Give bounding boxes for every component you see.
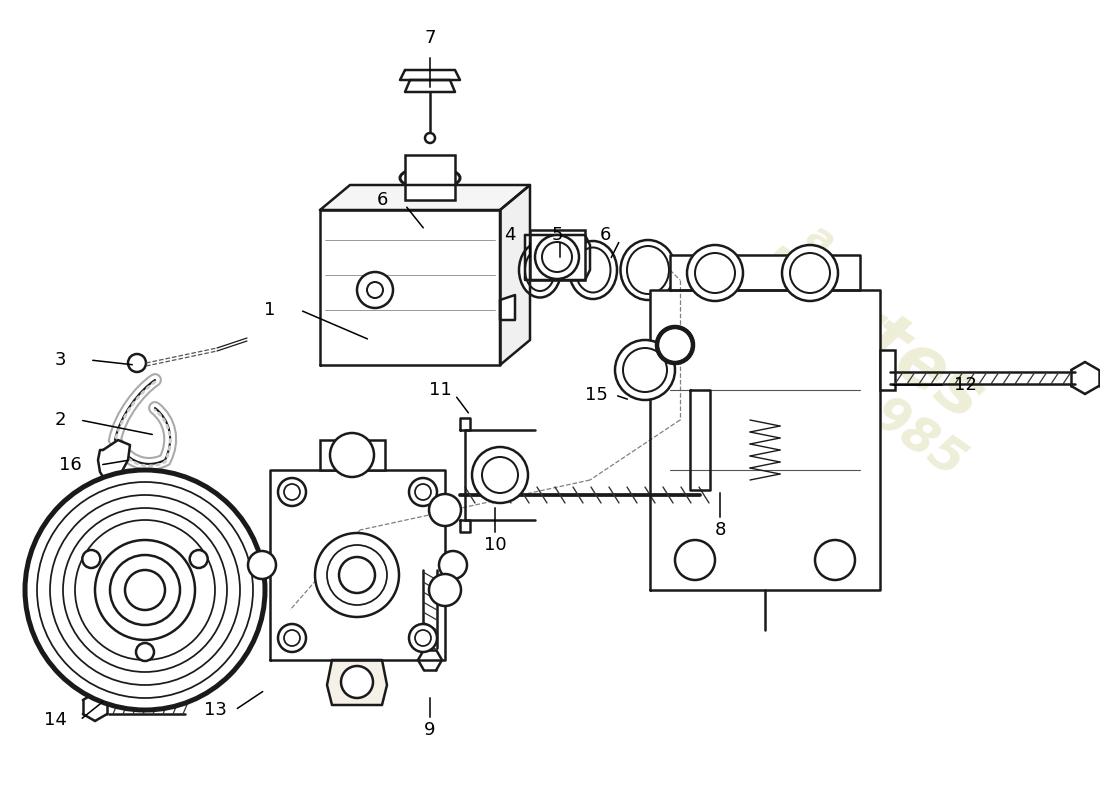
Polygon shape <box>320 185 530 210</box>
Polygon shape <box>405 80 455 92</box>
Polygon shape <box>92 480 110 512</box>
Text: 9: 9 <box>425 721 436 739</box>
Circle shape <box>330 433 374 477</box>
Ellipse shape <box>620 240 675 300</box>
Circle shape <box>95 540 195 640</box>
Bar <box>320 440 385 470</box>
Circle shape <box>82 550 100 568</box>
Text: 7: 7 <box>425 29 436 47</box>
Circle shape <box>675 540 715 580</box>
Circle shape <box>278 478 306 506</box>
Text: 4: 4 <box>504 226 516 244</box>
Text: 2: 2 <box>54 411 66 429</box>
Polygon shape <box>460 418 470 430</box>
Circle shape <box>688 245 742 301</box>
Circle shape <box>341 666 373 698</box>
Polygon shape <box>270 470 446 660</box>
Circle shape <box>409 624 437 652</box>
Ellipse shape <box>519 242 561 298</box>
Circle shape <box>615 340 675 400</box>
Circle shape <box>136 643 154 661</box>
Circle shape <box>358 272 393 308</box>
Polygon shape <box>400 70 460 80</box>
Circle shape <box>815 540 855 580</box>
Text: 8: 8 <box>714 521 726 539</box>
Text: 1: 1 <box>264 301 276 319</box>
Circle shape <box>367 282 383 298</box>
Text: 12: 12 <box>954 376 977 394</box>
Bar <box>530 230 585 280</box>
Circle shape <box>278 624 306 652</box>
Text: 6: 6 <box>600 226 610 244</box>
Circle shape <box>315 533 399 617</box>
Circle shape <box>429 494 461 526</box>
Circle shape <box>409 478 437 506</box>
Text: partes: partes <box>742 226 998 434</box>
Polygon shape <box>320 210 500 365</box>
Text: 1985: 1985 <box>836 371 975 489</box>
Circle shape <box>657 327 693 363</box>
Text: 16: 16 <box>58 456 81 474</box>
Polygon shape <box>670 255 860 290</box>
Polygon shape <box>650 290 880 590</box>
Ellipse shape <box>400 167 460 189</box>
Polygon shape <box>690 390 710 490</box>
Text: 10: 10 <box>484 536 506 554</box>
Bar <box>405 155 455 200</box>
Text: 14: 14 <box>44 711 66 729</box>
Circle shape <box>535 235 579 279</box>
Circle shape <box>189 550 208 568</box>
Text: 11: 11 <box>429 381 451 399</box>
Text: a: a <box>799 217 842 263</box>
Circle shape <box>125 570 165 610</box>
Circle shape <box>339 557 375 593</box>
Polygon shape <box>500 185 530 365</box>
Polygon shape <box>525 235 590 280</box>
Text: 13: 13 <box>204 701 227 719</box>
Circle shape <box>128 354 146 372</box>
Circle shape <box>25 470 265 710</box>
Polygon shape <box>327 660 387 705</box>
Polygon shape <box>98 440 130 483</box>
Text: 15: 15 <box>584 386 607 404</box>
Circle shape <box>429 574 461 606</box>
Polygon shape <box>460 520 470 532</box>
Circle shape <box>425 133 435 143</box>
Text: 6: 6 <box>376 191 387 209</box>
Circle shape <box>439 551 468 579</box>
Circle shape <box>782 245 838 301</box>
Text: 3: 3 <box>54 351 66 369</box>
Circle shape <box>472 447 528 503</box>
Text: 5: 5 <box>551 226 563 244</box>
Polygon shape <box>500 295 515 320</box>
Ellipse shape <box>569 241 617 299</box>
Bar <box>880 350 895 390</box>
Circle shape <box>248 551 276 579</box>
